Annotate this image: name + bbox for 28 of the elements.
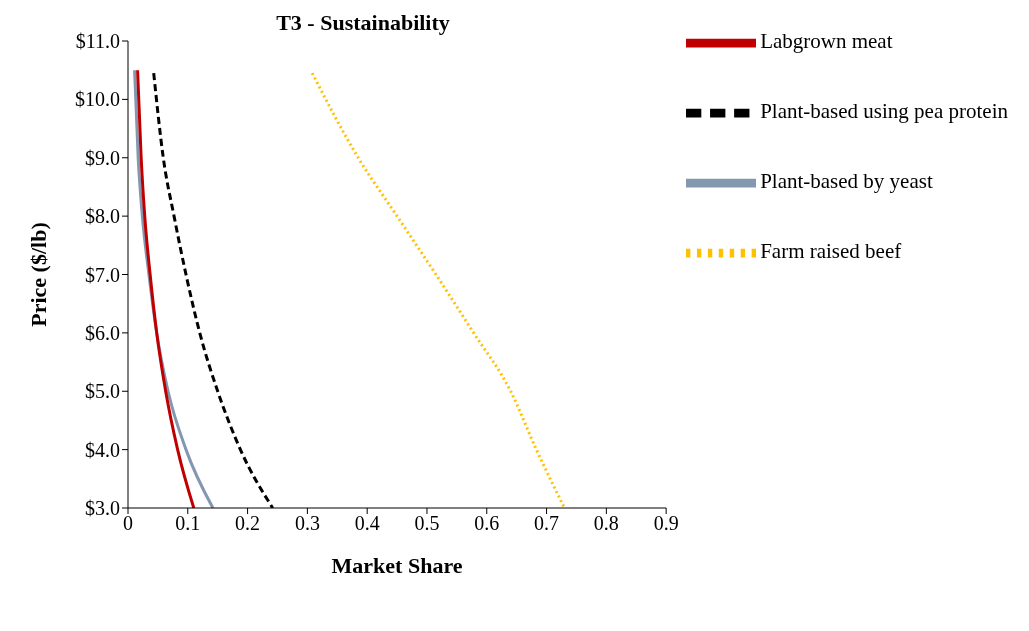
y-axis-title: Price ($/lb): [25, 222, 51, 327]
y-tick-label: $4.0: [85, 438, 120, 461]
x-tick-label: 0.4: [354, 512, 380, 535]
x-tick-label: 0.9: [653, 512, 679, 535]
y-tick-label: $7.0: [85, 263, 120, 286]
x-tick-label: 0.5: [414, 512, 440, 535]
x-tick-label: 0.2: [235, 512, 261, 535]
chart-title: T3 - Sustainability: [275, 10, 451, 36]
y-tick-label: $11.0: [75, 30, 120, 53]
y-tick-label: $3.0: [85, 497, 120, 520]
y-tick-label: $8.0: [85, 205, 120, 228]
y-tick-label: $6.0: [85, 321, 120, 344]
legend-label: Plant-based by yeast: [760, 168, 933, 193]
x-axis-title: Market Share: [331, 553, 463, 578]
x-tick-label: 0.1: [175, 512, 201, 535]
x-tick-label: 0.7: [534, 512, 560, 535]
y-tick-label: $9.0: [85, 146, 120, 169]
legend-label: Plant-based using pea protein: [760, 98, 1008, 123]
x-tick-label: 0: [123, 512, 133, 535]
x-tick-label: 0.6: [474, 512, 500, 535]
legend-label: Farm raised beef: [760, 238, 902, 263]
line-series: [310, 71, 566, 508]
line-series: [136, 68, 196, 508]
y-tick-label: $5.0: [85, 380, 120, 403]
x-tick-label: 0.8: [593, 512, 619, 535]
y-tick-label: $10.0: [75, 88, 120, 111]
legend-label: Labgrown meat: [760, 28, 893, 53]
x-tick-label: 0.3: [294, 512, 320, 535]
